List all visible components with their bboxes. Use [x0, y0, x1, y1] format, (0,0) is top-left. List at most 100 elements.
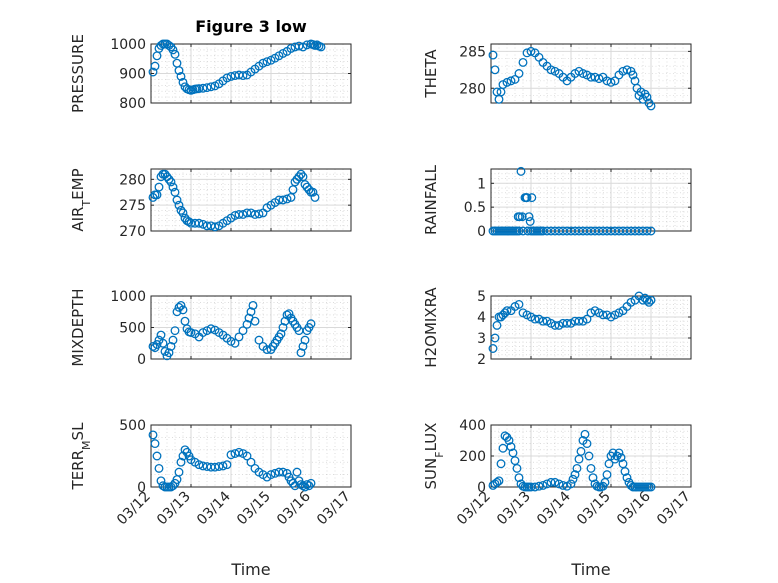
data-point [492, 320, 502, 330]
x-tick-label: 03/13 [494, 489, 534, 529]
y-axis-label: RAINFALL [422, 164, 440, 235]
data-point [546, 477, 556, 487]
data-point [525, 217, 535, 226]
data-point [226, 450, 236, 460]
data-point [250, 210, 260, 219]
data-point [152, 451, 162, 461]
data-point [174, 66, 184, 75]
y-axis-label: H2OMIXRA [422, 287, 440, 368]
data-point [534, 481, 544, 491]
data-point [302, 480, 312, 489]
data-point [506, 76, 516, 86]
y-tick-label: 2 [477, 352, 486, 368]
data-point [304, 481, 314, 491]
plot-background [491, 296, 691, 359]
data-point [490, 65, 500, 75]
data-point [514, 226, 524, 236]
data-point [488, 344, 498, 353]
data-point [594, 74, 604, 84]
data-point [222, 460, 232, 470]
y-tick-label: 1 [477, 176, 486, 192]
chart-title: Figure 3 low [195, 17, 307, 36]
data-point [496, 459, 506, 469]
data-point [614, 448, 624, 458]
data-point [198, 219, 208, 229]
data-point [242, 208, 252, 218]
data-point [492, 477, 502, 487]
y-axis-label: MIXDEPTH [69, 288, 87, 366]
data-point [222, 73, 232, 83]
data-point [527, 193, 537, 203]
data-point [198, 83, 208, 93]
y-axis-label: THETA [422, 49, 440, 99]
data-point [278, 195, 288, 205]
data-point [242, 451, 252, 461]
data-point [156, 476, 166, 486]
data-point [586, 463, 596, 473]
panel-h2omixra: 2 3 4 5 H2OMIXRA [422, 287, 692, 368]
data-point [558, 481, 568, 490]
data-point [214, 462, 224, 471]
data-point [642, 92, 652, 102]
data-point [316, 42, 326, 52]
data-point [298, 341, 308, 351]
panel-air-temp: 270 275 280 AIRTEMP [69, 168, 352, 240]
data-point [148, 430, 158, 440]
data-point [500, 308, 510, 318]
data-point [170, 49, 180, 59]
data-point [646, 226, 656, 236]
data-point [494, 476, 504, 486]
data-point [168, 45, 178, 55]
data-point [524, 212, 534, 222]
y-tick-label: 280 [119, 172, 146, 188]
data-point [284, 309, 294, 319]
data-point [514, 69, 524, 78]
data-point [620, 467, 630, 476]
data-point [234, 210, 244, 219]
data-point [576, 446, 586, 456]
data-point [286, 43, 296, 53]
data-point [294, 172, 304, 182]
panel-sun-flux: 0 200 400 03/12 03/13 03/14 03/15 03/16 03/17 SUN… [422, 418, 694, 579]
data-point [238, 71, 248, 81]
panel-terr-msl: 0 500 03/12 03/13 03/14 03/15 03/16 03/17 TERRMS… [69, 418, 354, 579]
y-tick-label: 0 [477, 224, 486, 240]
y-tick-label: 280 [459, 81, 486, 97]
data-point [176, 205, 186, 215]
x-tick-label: 03/14 [534, 488, 574, 528]
data-point [530, 482, 540, 492]
data-point [296, 348, 306, 358]
data-point [170, 326, 180, 336]
data-point [626, 481, 636, 490]
data-point [578, 69, 588, 78]
data-point [180, 445, 190, 455]
data-point [586, 72, 596, 82]
data-point [158, 338, 168, 348]
data-point [160, 346, 170, 356]
data-point [526, 46, 536, 56]
data-point [174, 200, 184, 210]
data-point [278, 467, 288, 477]
data-point [166, 177, 176, 187]
data-point [254, 335, 264, 345]
data-point [510, 74, 520, 84]
data-point [538, 481, 548, 490]
y-axis-label: TERRMSL [69, 422, 93, 491]
data-point [178, 77, 188, 87]
data-point [218, 461, 228, 471]
data-point [168, 335, 178, 345]
data-point [502, 306, 512, 316]
data-point [498, 443, 508, 453]
data-point [554, 479, 564, 489]
data-point [516, 166, 526, 176]
data-point [242, 319, 252, 329]
x-tick-label: 03/14 [194, 488, 234, 528]
data-point [176, 71, 186, 81]
data-point [258, 58, 268, 68]
data-point [616, 453, 626, 462]
data-point [517, 212, 527, 222]
data-point [292, 467, 302, 477]
data-point [504, 436, 514, 445]
data-point [582, 314, 592, 324]
data-point [254, 209, 264, 219]
